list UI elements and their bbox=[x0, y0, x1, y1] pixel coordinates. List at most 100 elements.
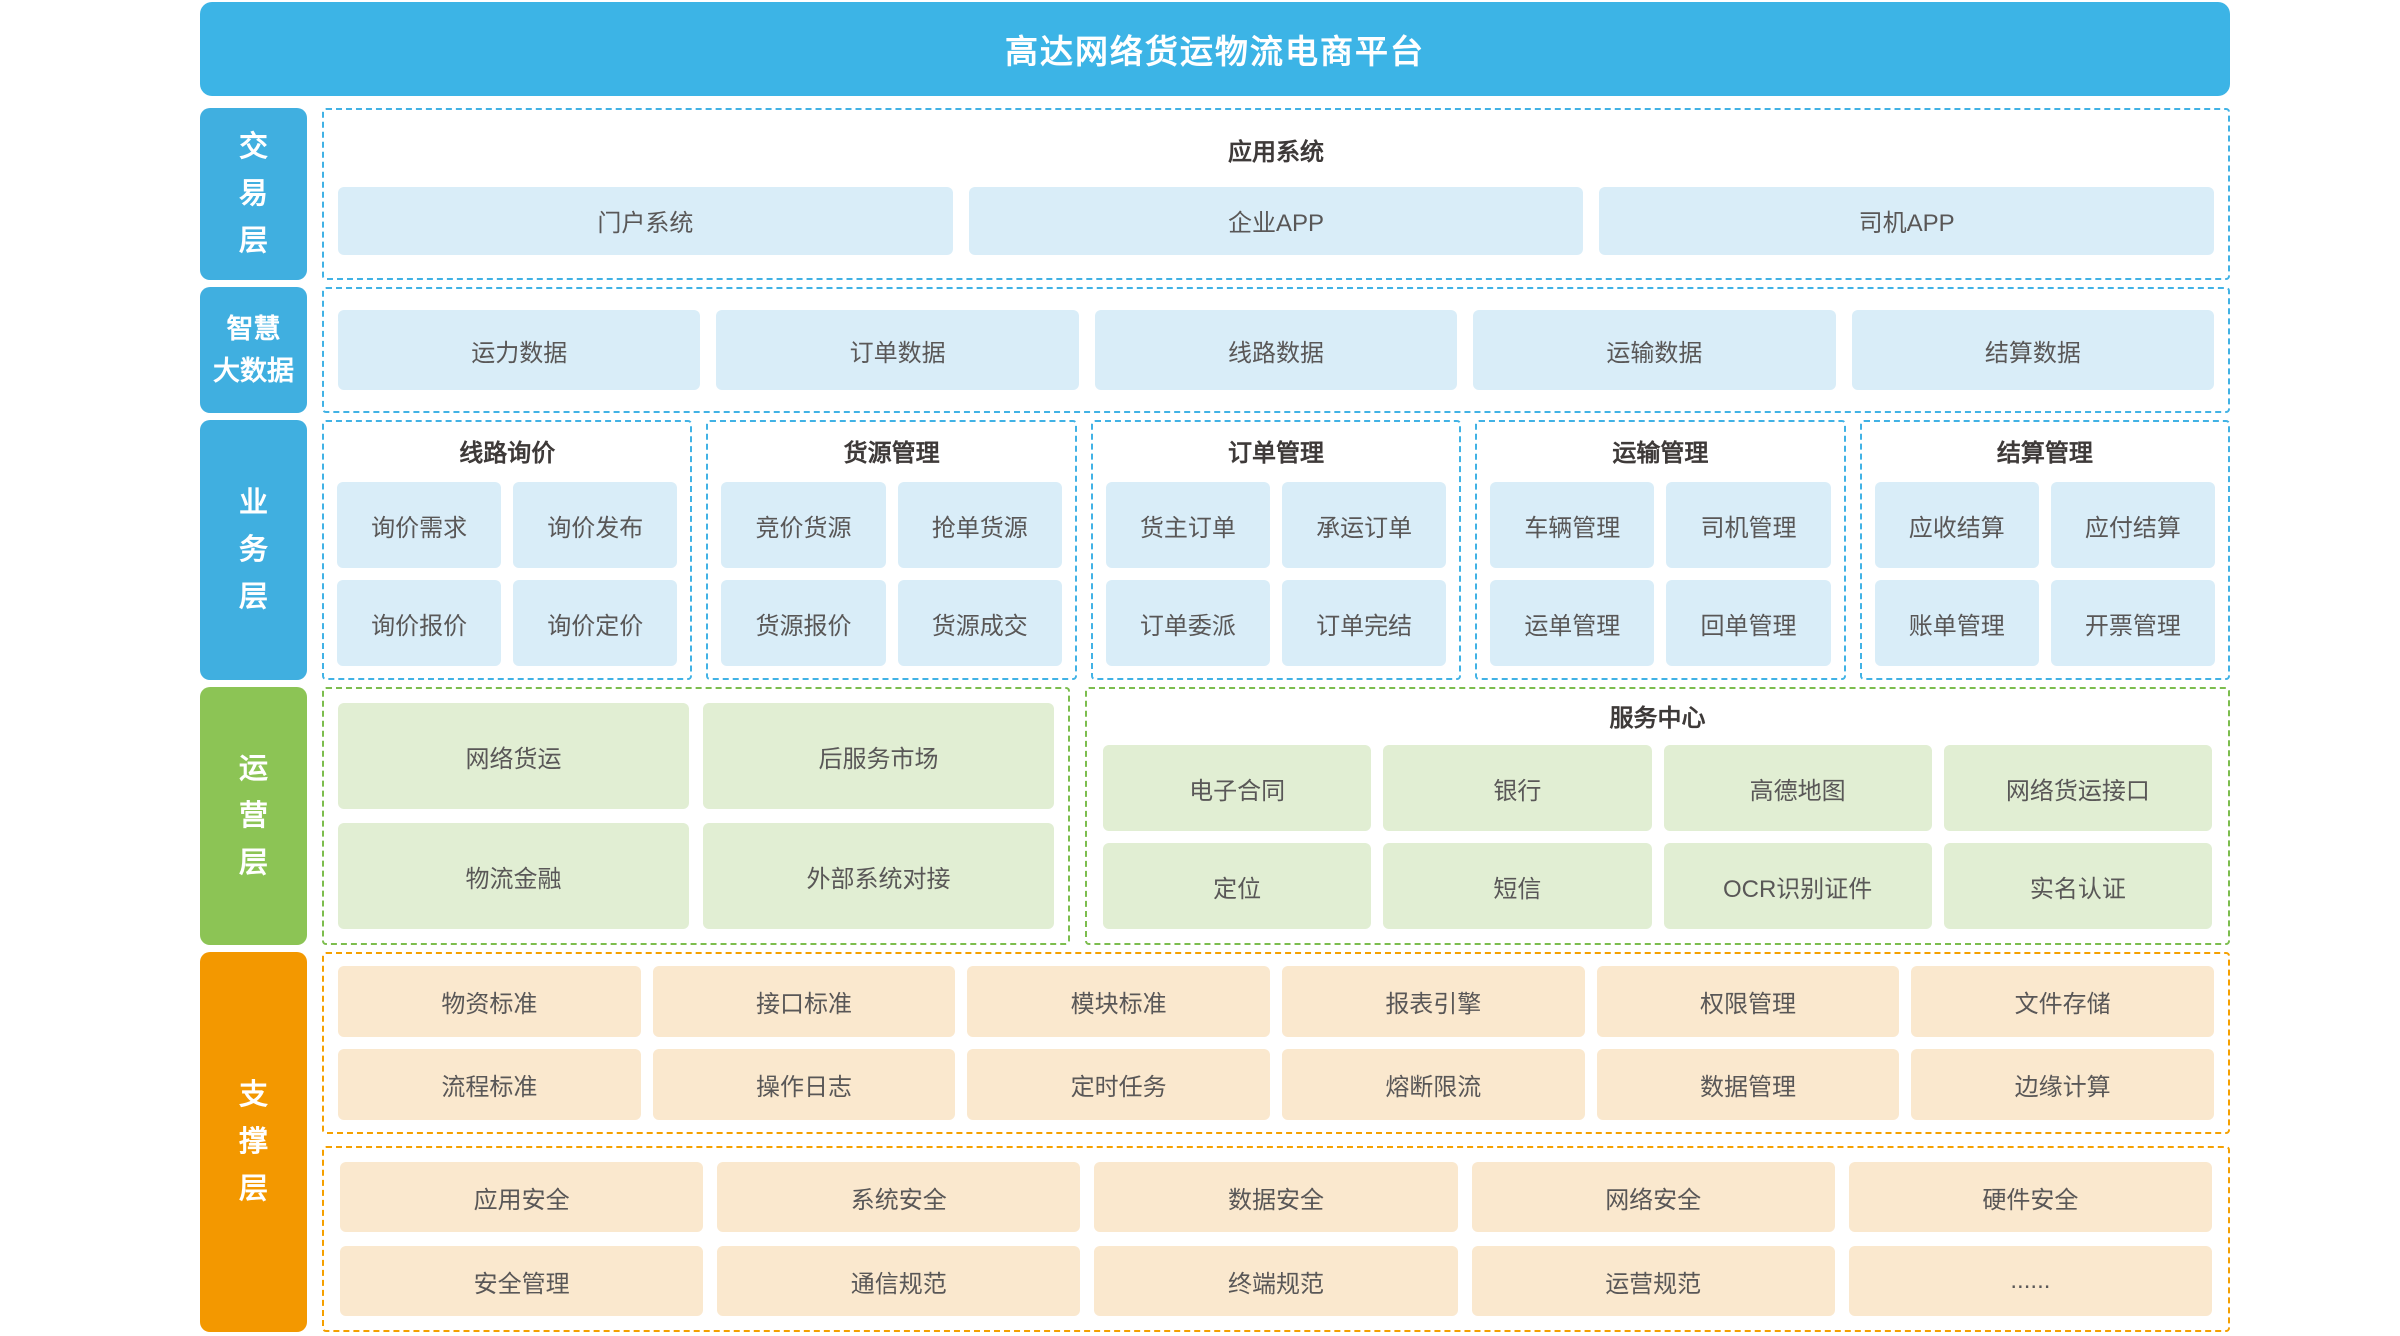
group-line-inquiry: 线路询价 询价需求 询价发布 询价报价 询价定价 bbox=[322, 420, 693, 680]
module-box: 货源报价 bbox=[721, 580, 886, 666]
module-box: 后服务市场 bbox=[703, 703, 1054, 809]
module-box: 询价报价 bbox=[337, 580, 502, 666]
module-box: 数据管理 bbox=[1596, 1049, 1900, 1120]
module-box: 企业APP bbox=[968, 186, 1584, 255]
module-box: 定时任务 bbox=[967, 1049, 1270, 1120]
module-box: 应用安全 bbox=[340, 1162, 704, 1232]
label-char: 运 bbox=[238, 752, 268, 785]
module-box: 网络货运接口 bbox=[1943, 745, 2212, 831]
module-grid: 应用安全 系统安全 数据安全 网络安全 硬件安全 安全管理 通信规范 终端规范 … bbox=[340, 1162, 2212, 1316]
module-grid: 货主订单 承运订单 订单委派 订单完结 bbox=[1105, 482, 1447, 666]
module-box: 开票管理 bbox=[2050, 580, 2216, 666]
module-box: ...... bbox=[1848, 1246, 2212, 1316]
module-row: 运力数据 订单数据 线路数据 运输数据 结算数据 bbox=[338, 310, 2215, 390]
platform-architecture-diagram: 高达网络货运物流电商平台 交 易 层 应用系统 门户系统 企业APP 司机APP… bbox=[200, 0, 2231, 1332]
label-char: 易 bbox=[238, 177, 268, 210]
group-title: 订单管理 bbox=[1228, 440, 1325, 467]
module-box: 网络货运 bbox=[338, 703, 689, 809]
label-char: 支 bbox=[238, 1078, 268, 1111]
group-application-system: 应用系统 门户系统 企业APP 司机APP bbox=[322, 108, 2230, 280]
module-box: 边缘计算 bbox=[1911, 1049, 2214, 1120]
module-box: 回单管理 bbox=[1666, 580, 1831, 666]
group-settlement-management: 结算管理 应收结算 应付结算 账单管理 开票管理 bbox=[1859, 420, 2231, 680]
label-char: 务 bbox=[238, 533, 268, 566]
module-box: 银行 bbox=[1383, 745, 1652, 831]
module-box: 通信规范 bbox=[717, 1246, 1081, 1316]
module-box: 车辆管理 bbox=[1490, 482, 1655, 568]
module-box: 安全管理 bbox=[340, 1246, 704, 1316]
layer-bigdata: 智慧 大数据 运力数据 订单数据 线路数据 运输数据 结算数据 bbox=[200, 287, 2230, 413]
label-char: 撑 bbox=[238, 1125, 268, 1158]
group-title: 服务中心 bbox=[1609, 705, 1706, 732]
module-box: 订单数据 bbox=[716, 310, 1079, 390]
module-box: 物流金融 bbox=[338, 823, 689, 929]
label-char: 层 bbox=[238, 224, 268, 257]
group-title: 线路询价 bbox=[459, 440, 556, 467]
module-grid: 竞价货源 抢单货源 货源报价 货源成交 bbox=[721, 482, 1062, 666]
module-box: 司机APP bbox=[1599, 186, 2215, 255]
layer-business: 业 务 层 线路询价 询价需求 询价发布 询价报价 询价定价 货源管理 竞价货源… bbox=[200, 420, 2231, 680]
module-box: 询价发布 bbox=[513, 482, 678, 568]
layer-support: 支 撑 层 物资标准 接口标准 模块标准 报表引擎 权限管理 文件存储 流程标准… bbox=[200, 952, 2230, 1332]
module-box: 运营规范 bbox=[1471, 1246, 1835, 1316]
module-row: 门户系统 企业APP 司机APP bbox=[338, 186, 2215, 255]
module-box: 终端规范 bbox=[1094, 1246, 1458, 1316]
module-box: 短信 bbox=[1383, 843, 1652, 929]
label-char: 层 bbox=[238, 846, 268, 879]
module-box: 熔断限流 bbox=[1281, 1049, 1585, 1120]
module-box: 外部系统对接 bbox=[703, 823, 1054, 929]
module-box: 结算数据 bbox=[1851, 310, 2215, 390]
group-platform-standards: 物资标准 接口标准 模块标准 报表引擎 权限管理 文件存储 流程标准 操作日志 … bbox=[322, 952, 2230, 1134]
page-title: 高达网络货运物流电商平台 bbox=[1005, 33, 1425, 70]
module-box: 抢单货源 bbox=[897, 482, 1062, 568]
group-cargo-source: 货源管理 竞价货源 抢单货源 货源报价 货源成交 bbox=[706, 420, 1077, 680]
module-box: 运输数据 bbox=[1473, 310, 1836, 390]
layer-label-support: 支 撑 层 bbox=[200, 952, 307, 1332]
group-transport-management: 运输管理 车辆管理 司机管理 运单管理 回单管理 bbox=[1475, 420, 1846, 680]
module-box: 货主订单 bbox=[1105, 482, 1271, 568]
group-service-center: 服务中心 电子合同 银行 高德地图 网络货运接口 定位 短信 OCR识别证件 实… bbox=[1085, 687, 2230, 945]
module-box: 模块标准 bbox=[967, 966, 1270, 1037]
module-box: 流程标准 bbox=[338, 1049, 641, 1120]
support-groups: 物资标准 接口标准 模块标准 报表引擎 权限管理 文件存储 流程标准 操作日志 … bbox=[322, 952, 2230, 1332]
module-box: 司机管理 bbox=[1666, 482, 1831, 568]
module-box: 接口标准 bbox=[652, 966, 956, 1037]
module-grid: 物资标准 接口标准 模块标准 报表引擎 权限管理 文件存储 流程标准 操作日志 … bbox=[338, 966, 2214, 1120]
layer-trade: 交 易 层 应用系统 门户系统 企业APP 司机APP bbox=[200, 108, 2230, 280]
module-box: 物资标准 bbox=[338, 966, 641, 1037]
layer-label-business: 业 务 层 bbox=[200, 420, 307, 680]
business-groups: 线路询价 询价需求 询价发布 询价报价 询价定价 货源管理 竞价货源 抢单货源 … bbox=[322, 420, 2231, 680]
module-box: 订单委派 bbox=[1105, 580, 1271, 666]
label-char: 层 bbox=[238, 580, 268, 613]
module-grid: 网络货运 后服务市场 物流金融 外部系统对接 bbox=[338, 703, 1054, 929]
group-title: 结算管理 bbox=[1996, 440, 2093, 467]
module-box: 竞价货源 bbox=[721, 482, 886, 568]
module-box: 电子合同 bbox=[1103, 745, 1372, 831]
layer-label-operation: 运 营 层 bbox=[200, 687, 307, 945]
module-box: 应收结算 bbox=[1874, 482, 2039, 568]
module-box: 权限管理 bbox=[1596, 966, 1900, 1037]
module-box: 实名认证 bbox=[1943, 843, 2212, 929]
module-box: 订单完结 bbox=[1282, 580, 1447, 666]
label-line: 大数据 bbox=[213, 356, 294, 386]
label-char: 营 bbox=[238, 799, 268, 832]
module-box: OCR识别证件 bbox=[1663, 843, 1932, 929]
module-box: 网络安全 bbox=[1471, 1162, 1835, 1232]
page-title-banner: 高达网络货运物流电商平台 bbox=[200, 2, 2230, 96]
layer-label-bigdata: 智慧 大数据 bbox=[200, 287, 307, 413]
module-box: 应付结算 bbox=[2050, 482, 2216, 568]
module-box: 高德地图 bbox=[1663, 745, 1932, 831]
module-box: 询价需求 bbox=[337, 482, 502, 568]
module-box: 定位 bbox=[1103, 843, 1372, 929]
module-box: 询价定价 bbox=[513, 580, 678, 666]
group-title: 运输管理 bbox=[1612, 440, 1709, 467]
module-grid: 询价需求 询价发布 询价报价 询价定价 bbox=[337, 482, 678, 666]
module-box: 硬件安全 bbox=[1848, 1162, 2212, 1232]
module-box: 运单管理 bbox=[1490, 580, 1655, 666]
module-box: 操作日志 bbox=[652, 1049, 956, 1120]
module-box: 门户系统 bbox=[338, 186, 953, 255]
label-char: 层 bbox=[238, 1172, 268, 1205]
group-bigdata: 运力数据 订单数据 线路数据 运输数据 结算数据 bbox=[322, 287, 2230, 413]
label-line: 智慧 bbox=[226, 314, 281, 344]
group-operation-modules: 网络货运 后服务市场 物流金融 外部系统对接 bbox=[322, 687, 1070, 945]
